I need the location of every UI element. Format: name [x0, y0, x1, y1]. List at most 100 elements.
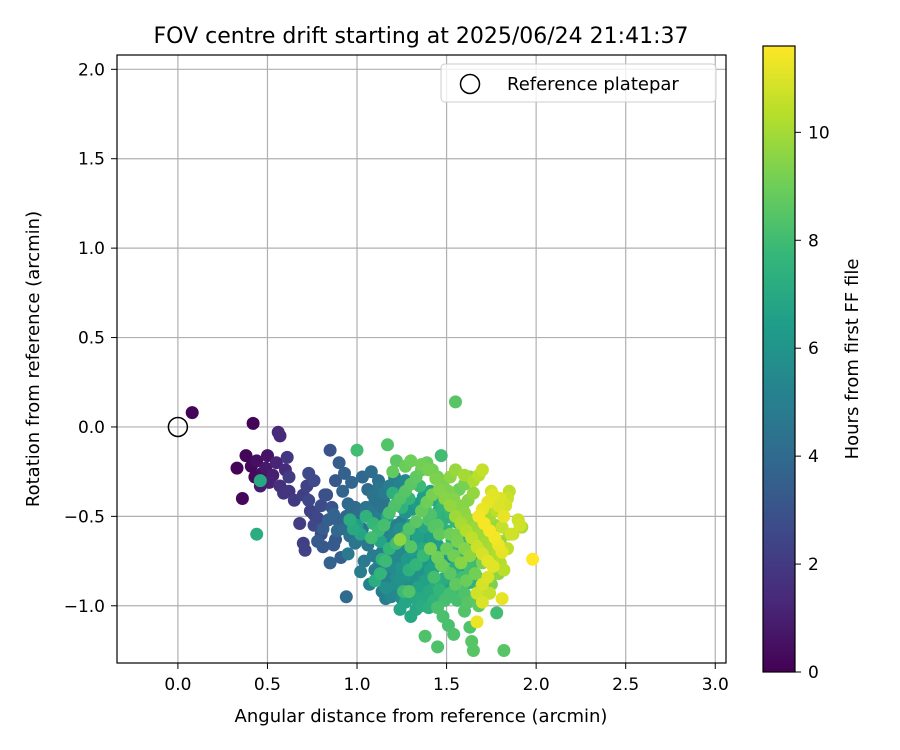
data-point	[250, 527, 264, 541]
y-axis-ticks: −1.0 −0.5 0.0 0.5 1.0 1.5 2.0	[64, 60, 117, 617]
data-point	[481, 554, 495, 568]
colorbar-tick-label: 4	[808, 447, 819, 467]
data-point	[404, 540, 418, 554]
data-point	[497, 644, 511, 657]
plot-area: 0.0 0.5 1.0 1.5 2.0 2.5 3.0 −1.0 −0.5 0.0 0.5 1.0 1…	[64, 54, 729, 695]
data-point	[393, 533, 407, 547]
data-point	[354, 565, 368, 579]
data-points	[185, 395, 540, 657]
y-tick-label: 2.0	[78, 60, 105, 80]
colorbar: 0 2 4 6 8 10 Hours from first FF file	[762, 45, 863, 683]
data-point	[466, 486, 480, 500]
data-point	[431, 551, 445, 564]
data-point	[463, 549, 477, 563]
data-point	[379, 554, 393, 568]
data-point	[311, 534, 325, 548]
data-point	[468, 567, 482, 581]
x-axis-ticks: 0.0 0.5 1.0 1.5 2.0 2.5 3.0	[164, 663, 729, 695]
plot-frame	[116, 54, 727, 664]
legend-box	[440, 63, 717, 103]
data-point	[246, 416, 260, 430]
data-point	[323, 556, 337, 570]
data-point	[431, 640, 445, 654]
x-tick-label: 3.0	[702, 675, 729, 695]
data-point	[495, 592, 509, 606]
data-point	[320, 488, 334, 502]
reference-platepar-point	[167, 416, 189, 438]
data-point	[271, 425, 285, 439]
data-point	[282, 470, 296, 484]
legend-marker-icon	[459, 73, 481, 95]
data-point	[339, 590, 353, 604]
x-tick-label: 2.5	[612, 675, 639, 695]
data-point	[492, 499, 505, 513]
data-point	[364, 465, 378, 479]
data-point	[481, 570, 495, 584]
data-point	[302, 466, 316, 480]
data-point	[402, 585, 416, 598]
data-point	[466, 644, 480, 657]
data-point	[235, 492, 249, 505]
data-point	[513, 518, 527, 532]
data-point	[432, 583, 446, 597]
colorbar-tick-label: 10	[808, 123, 830, 143]
y-tick-label: 1.5	[78, 150, 105, 170]
y-tick-label: −1.0	[64, 597, 105, 617]
data-point	[338, 466, 351, 480]
data-point	[409, 558, 423, 572]
data-point	[381, 438, 394, 452]
colorbar-tick-label: 0	[808, 663, 819, 683]
data-point	[409, 515, 423, 529]
data-point	[454, 556, 468, 570]
y-tick-label: 1.0	[78, 239, 105, 259]
data-point	[329, 474, 342, 488]
colorbar-tick-label: 2	[808, 555, 819, 575]
data-point	[483, 524, 497, 538]
data-point	[261, 449, 274, 463]
legend: Reference platepar	[440, 63, 717, 103]
data-point	[373, 567, 387, 581]
data-point	[345, 475, 359, 489]
data-point	[432, 527, 446, 541]
y-tick-label: 0.0	[78, 418, 105, 438]
data-point	[404, 454, 418, 468]
x-tick-label: 0.0	[164, 675, 191, 695]
data-point	[434, 449, 448, 463]
data-point	[341, 547, 355, 561]
data-point	[250, 454, 264, 468]
data-point	[323, 443, 337, 457]
data-point	[429, 472, 443, 486]
data-point	[449, 395, 462, 409]
data-point	[447, 627, 461, 641]
data-point	[343, 513, 357, 527]
data-point	[185, 406, 199, 420]
data-point	[336, 484, 350, 498]
data-point	[332, 456, 346, 470]
x-axis-label: Angular distance from reference (arcmin)	[235, 706, 608, 727]
x-tick-label: 1.0	[343, 675, 370, 695]
y-axis-label: Rotation from reference (arcmin)	[23, 211, 44, 507]
data-point	[427, 570, 441, 584]
data-point	[411, 531, 425, 545]
data-point	[239, 449, 253, 463]
data-point	[327, 508, 341, 522]
x-tick-label: 2.0	[523, 675, 550, 695]
data-point	[526, 552, 540, 566]
data-point	[280, 450, 294, 464]
data-point	[350, 443, 364, 457]
data-point	[504, 527, 518, 541]
data-point	[490, 606, 504, 620]
grid-lines	[117, 55, 726, 663]
reference-marker	[167, 416, 189, 438]
legend-label: Reference platepar	[507, 74, 679, 95]
data-point	[483, 586, 497, 600]
data-point	[314, 499, 328, 513]
data-point	[230, 461, 244, 475]
data-point	[253, 474, 267, 488]
data-point	[422, 463, 436, 477]
data-point	[393, 602, 407, 616]
x-tick-label: 0.5	[254, 675, 281, 695]
data-point	[302, 493, 316, 507]
chart-title: FOV centre drift starting at 2025/06/24 …	[154, 24, 689, 49]
